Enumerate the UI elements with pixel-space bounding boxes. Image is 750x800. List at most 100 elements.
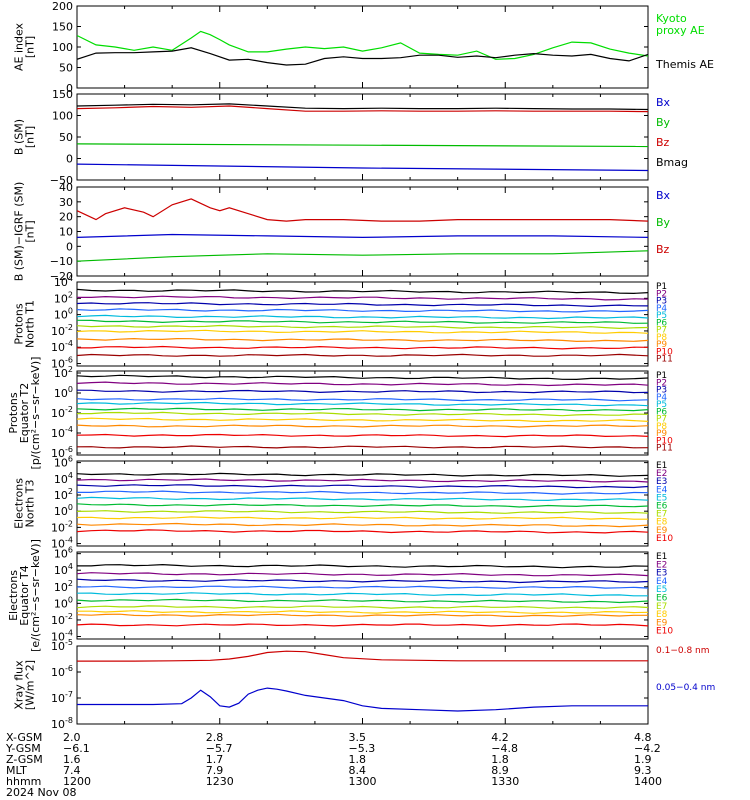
panel-5-ytick-label: 10-4 [51,425,73,440]
footer-value: 4.2 [491,731,509,744]
footer-value: −5.3 [348,742,376,755]
panel-5-legend-p6: P6 [656,407,667,417]
panel-6-legend-e2: E2 [656,469,667,479]
panel-3-legend-by: By [656,216,671,229]
panel-7-series-e9 [77,613,648,617]
panel-5-series-p7 [77,411,648,417]
panel-6-series-e7 [77,510,648,514]
panel-2-series-bmag [77,103,648,111]
panel-7-series-e5 [77,592,648,597]
panel-5-ytick-label: 102 [54,365,73,380]
panel-2-ytick-label: 0 [66,153,73,166]
panel-3-ytick-label: −20 [50,270,73,283]
panel-5-ytick-label: 100 [54,385,73,400]
panel-5-ylabel: [p/(cm²−s−sr−keV)] [29,357,42,470]
panel-8-ylabel: [W/m^2] [24,660,37,710]
panel-8-ytick-label: 10-8 [51,716,73,731]
panel-4-legend-p8: P8 [656,333,667,343]
panel-5-series-p3 [77,389,648,394]
panel-6-series-e10 [77,529,648,534]
panel-6-ytick-label: 10-2 [51,519,73,534]
panel-3-legend-bz: Bz [656,243,670,256]
panel-4-frame [76,281,649,367]
panel-8-ytick-label: 10-5 [51,638,73,653]
footer-row-label: X-GSM [6,731,43,744]
footer-value: −4.2 [634,742,661,755]
panel-5-series-p2 [77,381,648,387]
panel-2-ytick-label: 100 [52,110,73,123]
panel-4-series-p1 [77,288,648,295]
panel-4-ytick-label: 104 [54,274,73,289]
panel-4-legend-p6: P6 [656,318,667,328]
panel-3-series-by [77,250,648,262]
panel-4-ytick-label: 10-6 [51,356,73,371]
panel-8-ylabel: Xray flux [13,660,26,710]
panel-7-legend-e4: E4 [656,577,668,587]
panel-6-legend-e5: E5 [656,493,667,503]
panel-8-ytick-label: 10-6 [51,664,73,679]
panel-4-ytick-label: 100 [54,307,73,322]
panel-7-ylabel: Electrons [7,570,20,621]
panel-2-legend-bx: Bx [656,96,671,109]
panel-1-legend-kyoto-proxy-ae: proxy AE [656,24,705,37]
panel-6-ytick-label: 106 [54,455,73,470]
panel-7-series-e3 [77,578,648,584]
panel-5-ytick-label: 10-2 [51,405,73,420]
panel-6-ytick-label: 102 [54,487,73,502]
panel-1-series-kyoto-proxy-ae [77,30,648,60]
panel-4-ytick-label: 102 [54,290,73,305]
panel-1-ylabel: AE index [13,22,26,71]
panel-4-ylabel: North T1 [24,300,37,348]
panel-5-legend-p9: P9 [656,429,667,439]
panel-3-ylabel: B (SM)−IGRF (SM) [13,182,26,282]
panel-7-ytick-label: 106 [54,546,73,561]
panel-3-ytick-label: 20 [59,211,73,224]
panel-6-legend-e1: E1 [656,461,667,471]
panel-6-legend-e10: E10 [656,534,673,544]
panel-6-series-e3 [77,484,648,489]
panel-7-legend-e10: E10 [656,627,673,637]
footer-value: 8.4 [348,764,367,777]
panel-6-series-e2 [77,478,648,483]
panel-7-series-e4 [77,585,648,589]
panel-3-frame [76,186,649,277]
panel-4-legend-p1: P1 [656,282,667,292]
panel-1-ytick-label: 50 [59,62,73,75]
footer-value: 1200 [63,775,91,788]
panel-5-series-p10 [77,433,648,438]
footer-row-label: hhmm [6,775,42,788]
panel-5-legend-p8: P8 [656,422,667,432]
footer-value: 1.6 [63,753,81,766]
panel-7-ytick-label: 102 [54,579,73,594]
panel-5-legend-p11: P11 [656,444,673,454]
panel-4-legend-p4: P4 [656,304,667,314]
footer-row-label: Y-GSM [6,742,41,755]
panel-2-legend-bz: Bz [656,136,670,149]
panel-5-ylabel: Equator T2 [18,383,31,443]
panel-4-series-p3 [77,302,648,308]
panel-7-series-e1 [77,563,648,569]
panel-8-legend-0-1-0-8-nm: 0.1−0.8 nm [656,646,710,656]
footer-value: 1330 [491,775,520,788]
panel-7-legend-e3: E3 [656,569,667,579]
panel-6-series-e8 [77,516,648,520]
panel-1-legend-themis-ae: Themis AE [655,58,714,71]
panel-4-legend-p11: P11 [656,355,673,365]
panel-3-ytick-label: 10 [59,226,73,239]
footer-row-label: 2024 Nov 08 [6,786,77,799]
panel-4-legend-p5: P5 [656,311,667,321]
panel-4-ylabel: Protons [13,303,26,344]
panel-8-series-0-1-0-8-nm [77,650,648,662]
panel-7-legend-e8: E8 [656,610,668,620]
footer-value: 8.9 [491,764,509,777]
footer-value: −5.7 [205,742,233,755]
panel-5-series-p9 [77,424,648,428]
footer-value: 7.4 [63,764,81,777]
panel-2-ylabel: [nT] [24,126,37,148]
panel-4-legend-p2: P2 [656,289,667,299]
footer-value: 1.8 [348,753,367,766]
panel-7-ytick-label: 10-2 [51,612,73,627]
panel-6-legend-e8: E8 [656,518,668,528]
panel-8-frame [76,645,649,725]
panel-4-series-p9 [77,337,648,343]
